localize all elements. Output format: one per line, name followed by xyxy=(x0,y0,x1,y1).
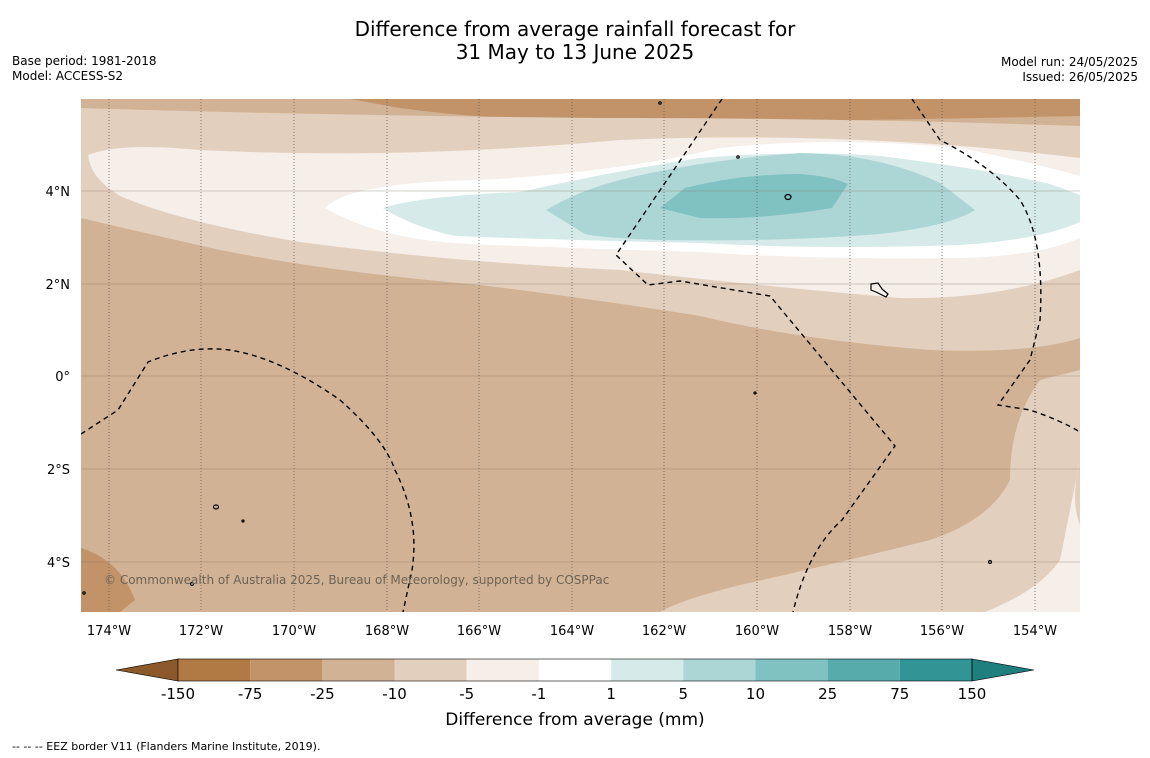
lon-label: 172°W xyxy=(179,624,223,639)
rainfall-anomaly-map: © Commonwealth of Australia 2025, Bureau… xyxy=(81,99,1080,612)
colorbar-border xyxy=(177,658,973,682)
colorbar-swatch xyxy=(827,659,900,681)
lat-axis: 4°N 2°N 0° 2°S 4°S xyxy=(46,185,71,571)
issued-date: Issued: 26/05/2025 xyxy=(1022,70,1138,84)
colorbar-swatch xyxy=(466,659,539,681)
lat-gridlines xyxy=(81,190,1080,563)
lon-label: 174°W xyxy=(87,624,131,639)
colorbar-tick-label: -1 xyxy=(531,685,546,703)
lon-label: 160°W xyxy=(735,624,779,639)
colorbar-swatch xyxy=(611,659,684,681)
lon-label: 154°W xyxy=(1013,624,1057,639)
base-period: Base period: 1981-2018 xyxy=(12,54,157,68)
colorbar-tick-label: -75 xyxy=(238,685,263,703)
title-line-2: 31 May to 13 June 2025 xyxy=(455,40,695,64)
lon-label: 164°W xyxy=(550,624,594,639)
lat-label: 4°S xyxy=(47,556,70,571)
colorbar-swatch xyxy=(538,659,612,681)
islands xyxy=(82,101,993,595)
meta-left: Base period: 1981-2018 Model: ACCESS-S2 xyxy=(12,54,157,84)
lon-axis: 174°W 172°W 170°W 168°W 166°W 164°W 162°… xyxy=(87,624,1057,639)
colorbar-tick-label: 5 xyxy=(678,685,688,703)
colorbar-swatch xyxy=(755,659,828,681)
colorbar-title: Difference from average (mm) xyxy=(445,710,705,730)
colorbar-tick-label: 150 xyxy=(958,685,987,703)
contour-se-lighter xyxy=(985,460,1080,612)
model-run: Model run: 24/05/2025 xyxy=(1000,55,1138,69)
copyright-text: © Commonwealth of Australia 2025, Bureau… xyxy=(104,573,609,587)
colorbar-arrow-high xyxy=(971,658,1035,682)
chart-title: Difference from average rainfall forecas… xyxy=(0,18,1150,64)
lon-label: 158°W xyxy=(828,624,872,639)
eez-borders xyxy=(81,99,1080,612)
lat-label: 4°N xyxy=(46,185,71,200)
model-name: Model: ACCESS-S2 xyxy=(12,69,124,83)
colorbar-tick-label: 75 xyxy=(890,685,909,703)
contour-se-light xyxy=(660,370,1080,612)
colorbar-tick-label: -5 xyxy=(459,685,474,703)
colorbar-swatch xyxy=(899,659,972,681)
colorbar-tick-label: -10 xyxy=(382,685,407,703)
lon-label: 156°W xyxy=(920,624,964,639)
colorbar-tick-label: 1 xyxy=(606,685,616,703)
colorbar-swatch xyxy=(178,659,251,681)
eez-footnote: -- -- -- EEZ border V11 (Flanders Marine… xyxy=(12,740,321,753)
colorbar-tick-label: -150 xyxy=(161,685,195,703)
lat-label: 2°S xyxy=(47,463,70,478)
colorbar-swatch xyxy=(250,659,323,681)
contour-plus10 xyxy=(660,174,848,219)
colorbar-tick-label: -25 xyxy=(310,685,335,703)
title-line-1: Difference from average rainfall forecas… xyxy=(354,17,796,41)
colorbar-swatch xyxy=(394,659,467,681)
lat-label: 0° xyxy=(55,370,70,385)
colorbar-swatch xyxy=(683,659,756,681)
lon-label: 162°W xyxy=(642,624,686,639)
lon-label: 168°W xyxy=(365,624,409,639)
lat-label: 2°N xyxy=(46,278,71,293)
lon-label: 166°W xyxy=(457,624,501,639)
lon-label: 170°W xyxy=(272,624,316,639)
colorbar-swatch xyxy=(322,659,395,681)
contour-sw-dark xyxy=(81,548,135,612)
colorbar-tick-label: 10 xyxy=(746,685,765,703)
colorbar-arrow-low xyxy=(115,658,179,682)
colorbar: -150 -75 -25 -10 -5 -1 1 5 10 25 75 150 xyxy=(115,658,1035,703)
colorbar-tick-label: 25 xyxy=(818,685,837,703)
meta-right: Model run: 24/05/2025 Issued: 26/05/2025 xyxy=(1001,55,1138,85)
